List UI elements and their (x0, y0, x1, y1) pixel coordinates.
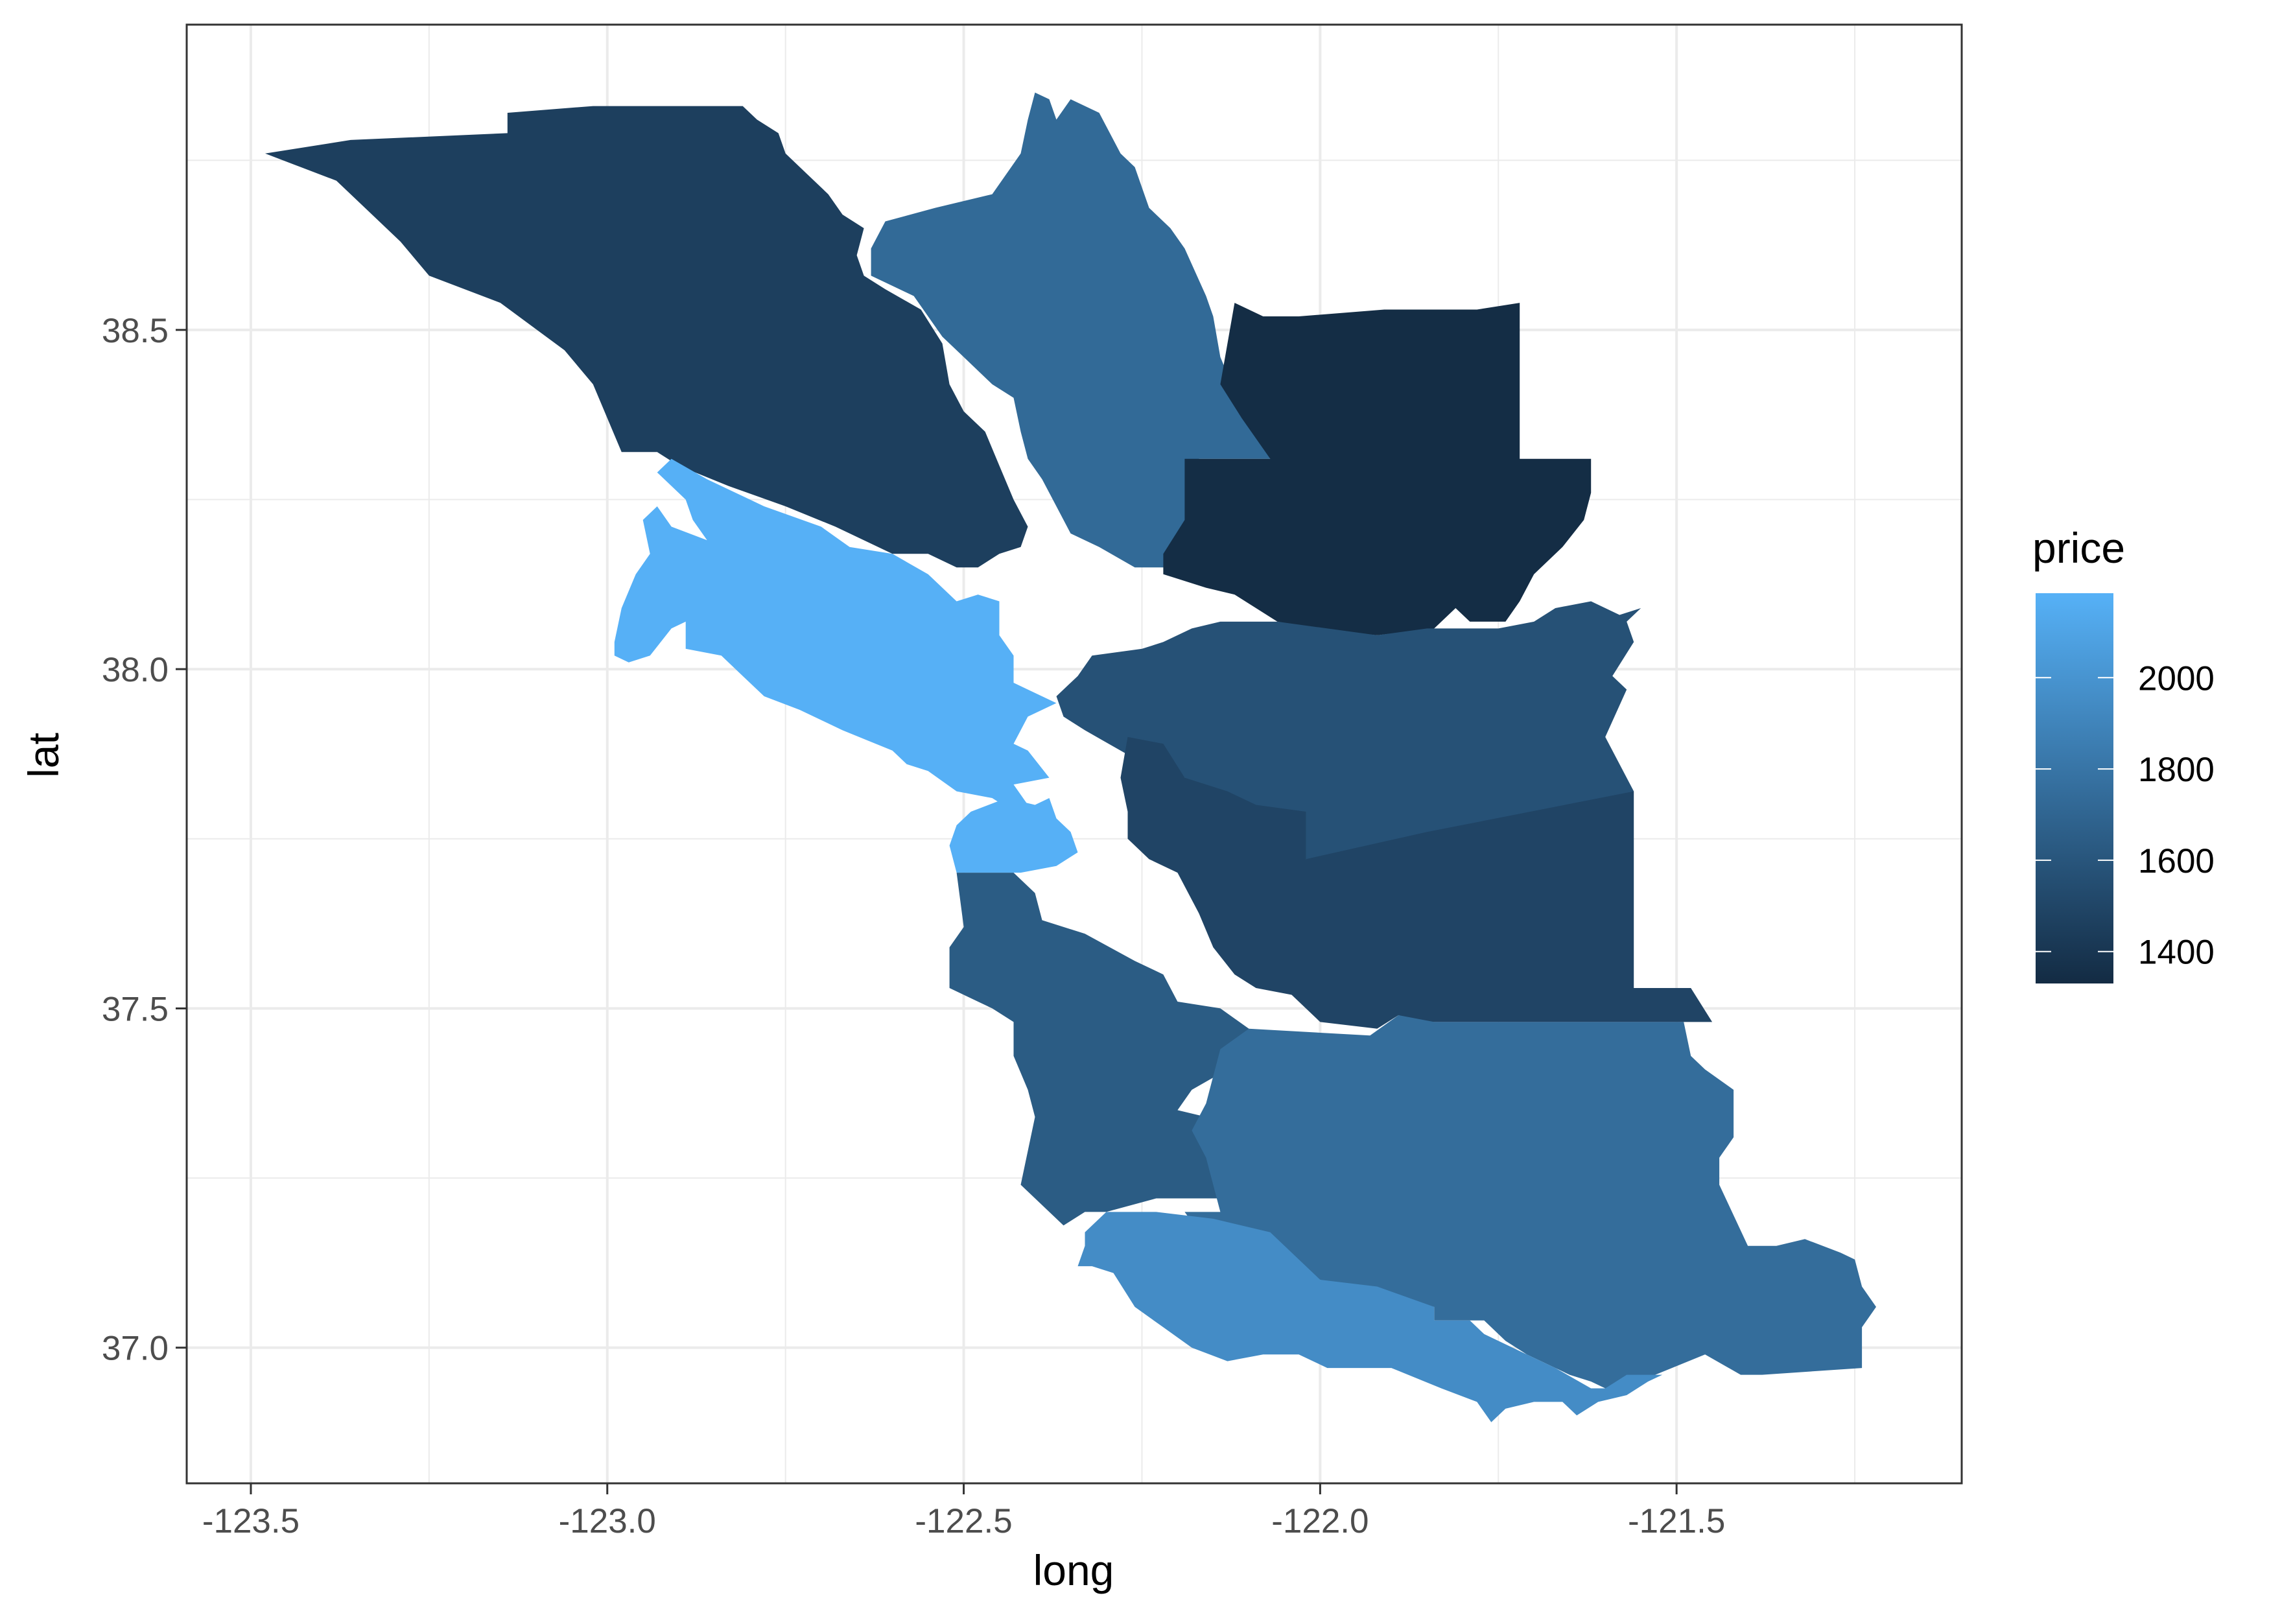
legend-tick-label: 1600 (2138, 842, 2215, 880)
x-tick-label: -121.5 (1628, 1502, 1725, 1540)
y-tick-label: 38.0 (102, 651, 169, 689)
legend-ticks: 1400 1600 1800 2000 (2036, 659, 2215, 972)
map-regions (265, 92, 1876, 1422)
plot-panel-border (185, 23, 1963, 1485)
map-region-9 (1184, 1015, 1876, 1389)
x-tick-label: -122.5 (915, 1502, 1012, 1540)
legend-tick-label: 2000 (2138, 659, 2215, 698)
map-region-7 (1120, 736, 1713, 1029)
x-axis-title: long (1033, 1546, 1114, 1594)
y-axis: 37.0 37.5 38.0 38.5 (102, 312, 187, 1368)
legend-title: price (2032, 524, 2125, 572)
map-region-1 (265, 106, 1028, 568)
legend-tick-label: 1400 (2138, 934, 2215, 972)
y-tick-label: 37.0 (102, 1330, 169, 1368)
x-tick-label: -123.5 (202, 1502, 300, 1540)
map-region-5 (949, 798, 1078, 873)
map-region-4 (614, 458, 1057, 812)
legend-colorbar (2036, 593, 2113, 983)
map-region-2 (871, 92, 1271, 568)
map-region-3 (1163, 303, 1592, 635)
y-tick-label: 37.5 (102, 990, 169, 1028)
legend: price 1400 1600 1800 2000 (2032, 524, 2215, 983)
map-region-8 (949, 873, 1271, 1226)
map-region-6 (1056, 601, 1641, 866)
y-axis-title: lat (19, 733, 67, 778)
y-tick-label: 38.5 (102, 312, 169, 350)
x-tick-label: -123.0 (559, 1502, 656, 1540)
map-region-10 (1077, 1212, 1663, 1422)
legend-tick-label: 1800 (2138, 751, 2215, 789)
x-axis: -123.5 -123.0 -122.5 -122.0 -121.5 (202, 1483, 1725, 1540)
x-tick-label: -122.0 (1271, 1502, 1369, 1540)
